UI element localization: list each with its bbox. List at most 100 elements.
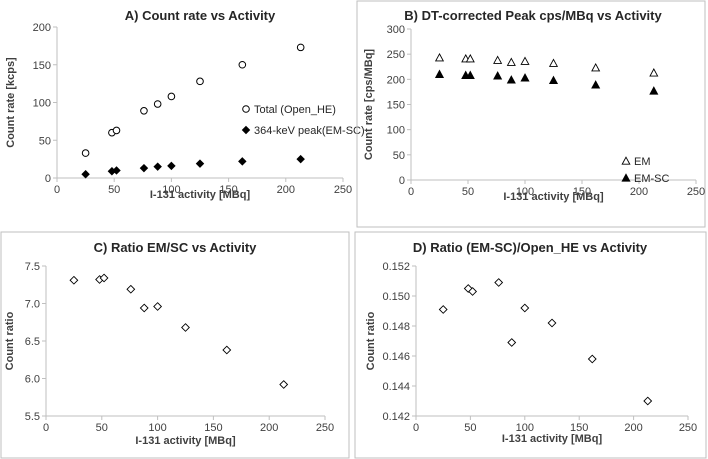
panel-c-series-0-point-8 — [279, 380, 289, 389]
panel-c-frame — [0, 231, 350, 459]
panel-d-y-tick-label-1: 0.144 — [382, 381, 410, 393]
panel-a-series-1-point-8 — [296, 154, 305, 164]
panel-d-series-0-point-8 — [643, 396, 653, 406]
panel-a-series-0-point-7 — [238, 60, 247, 69]
panel-b-series-0-point-2 — [465, 53, 475, 63]
panel-b-legend: EM EM-SC — [621, 156, 670, 185]
panel-c-y-tick-label-3: 7.0 — [25, 299, 40, 311]
panel-d-series-0-point-7-shape — [587, 354, 597, 364]
panel-c-y-tick-label-0: 5.5 — [25, 411, 40, 423]
panel-a-series-0-point-6-shape — [196, 77, 204, 86]
panel-b-y-tick-label-5: 250 — [387, 49, 405, 61]
panel-a: 0 50 100 150 200 250 0 50 100 150 200 A) Count rate… — [5, 8, 365, 201]
panel-c-y-tick-label-2: 6.5 — [25, 336, 40, 348]
panel-a-series-0-point-2-shape — [112, 126, 121, 135]
panel-b-y-tick-label-0: 0 — [399, 175, 405, 187]
panel-c-x-tick-label-0: 0 — [43, 422, 49, 434]
panel-b-title: B) DT-corrected Peak cps/MBq vs Activity — [404, 8, 662, 23]
panel-b-series-1-point-6-shape — [548, 75, 559, 85]
panel-a-x-tick-label-1: 50 — [108, 184, 120, 196]
panel-d-y-tick-label-4: 0.150 — [382, 291, 410, 303]
panel-b-series-1-point-6 — [548, 75, 559, 85]
panel-a-series-1-point-5-shape — [167, 161, 176, 171]
panel-a-series-0-point-4 — [153, 100, 162, 108]
panel-b-series-0-point-8 — [649, 68, 659, 77]
panel-c-series-0-point-4-shape — [139, 303, 149, 313]
panel-a-series-1-point-4-shape — [153, 162, 162, 171]
panel-d-x-tick-label-0: 0 — [413, 422, 419, 434]
panel-d-series-0-point-4 — [507, 338, 517, 347]
panel-d-series-0-point-3-shape — [494, 278, 504, 287]
panel-a-legend-label-1: 364-keV peak(EM-SC) — [254, 125, 365, 137]
panel-b-y-tick-label-1: 50 — [393, 150, 405, 162]
panel-b-legend-marker-1-shape — [621, 173, 631, 182]
panel-d-series-0-point-4-shape — [507, 338, 517, 347]
panel-d-series-0-point-8-shape — [643, 396, 653, 406]
panel-b-series-1-point-8 — [649, 86, 659, 95]
panel-b-legend-label-0: EM — [634, 156, 651, 168]
panel-a-series-1-point-8-shape — [296, 154, 305, 164]
panel-a-series-1-point-4 — [153, 162, 162, 171]
panel-b-series-1-point-0 — [434, 69, 445, 78]
panel-d-x-tick-label-5: 250 — [679, 422, 697, 434]
panel-c-series-0-point-0 — [69, 275, 79, 285]
panel-b-legend-label-1: EM-SC — [634, 173, 670, 185]
panel-d-series-0-point-6-shape — [547, 318, 557, 328]
panel-b-series-1-point-5-shape — [520, 73, 530, 82]
panel-c-series-0-point-6 — [181, 323, 190, 332]
panel-b-series-0 — [434, 52, 659, 77]
panel-c-x-tick-label-4: 200 — [260, 422, 278, 434]
panel-a-series-1-point-2-shape — [112, 166, 121, 175]
panel-d-x-tick-label-2: 100 — [516, 422, 534, 434]
panel-a-y-tick-label-1: 50 — [39, 135, 51, 147]
panel-a-legend: Total (Open_HE) 364-keV peak(EM-SC) — [241, 104, 365, 137]
panel-a-title: A) Count rate vs Activity — [125, 8, 276, 23]
panel-d-x-axis-label: I-131 activity [MBq] — [502, 433, 603, 445]
panel-b-series-1-point-7 — [591, 80, 601, 89]
panel-b-series-1-point-0-shape — [434, 69, 445, 78]
panel-c-series-0-point-6-shape — [181, 323, 190, 332]
panel-c-series-0-point-4 — [139, 303, 149, 313]
panel-a-x-tick-label-5: 250 — [334, 184, 352, 196]
panel-c-y-axis-label: Count ratio — [4, 311, 16, 370]
panel-a-legend-marker-1-shape — [241, 125, 251, 135]
panel-a-series-1-point-6 — [195, 159, 205, 168]
panel-b-series-1-point-5 — [520, 73, 530, 82]
panel-d-frame — [354, 231, 707, 459]
panel-a-x-tick-label-2: 100 — [162, 184, 180, 196]
panel-c-series-0-point-2 — [99, 273, 109, 283]
panel-b-x-tick-label-1: 50 — [462, 186, 474, 198]
panel-a-series-0-point-3 — [140, 107, 148, 115]
panel-b-series-0-point-6-shape — [548, 58, 559, 67]
panel-b-series-0-point-0-shape — [434, 52, 445, 62]
panel-b-legend-marker-0 — [621, 156, 631, 165]
panel-c-series-0-point-5 — [153, 302, 163, 311]
panel-a-x-tick-label-3: 150 — [219, 184, 237, 196]
panel-a-y-tick-label-0: 0 — [45, 173, 51, 185]
panel-c-y-tick-label-1: 6.0 — [25, 374, 40, 386]
panel-c-series-0-point-7-shape — [222, 345, 232, 355]
panel-d-x-tick-label-4: 200 — [624, 422, 642, 434]
panel-d-y-tick-label-3: 0.148 — [382, 321, 410, 333]
panel-a-series-0-point-8-shape — [296, 43, 305, 52]
panel-b-series-0-point-0 — [434, 52, 445, 62]
panel-c-x-tick-label-1: 50 — [96, 422, 108, 434]
panel-b-x-tick-label-4: 200 — [630, 186, 648, 198]
panel-c-series-0-point-2-shape — [99, 273, 109, 283]
panel-a-series-1-point-6-shape — [195, 159, 205, 168]
panel-c-series-0-point-0-shape — [69, 275, 79, 285]
panel-a-series-0-point-5 — [167, 92, 176, 101]
panel-d-series-0-point-2-shape — [468, 287, 478, 296]
panel-c-series-0-point-8-shape — [279, 380, 289, 389]
panel-d-series-0 — [438, 278, 653, 406]
panel-d: 0 50 100 150 200 250 0.142 0.144 0.146 0.148 0.150… — [354, 231, 707, 459]
panel-a-series-0-point-2 — [112, 126, 121, 135]
panel-a-series-0-point-6 — [196, 77, 204, 86]
panel-a-series-1-point-3 — [139, 163, 149, 173]
panel-d-y-axis-label: Count ratio — [365, 311, 377, 370]
panel-b-series-0-point-5-shape — [520, 56, 530, 65]
panel-d-series-0-point-5-shape — [520, 303, 530, 313]
panel-b-series-1-point-2-shape — [465, 70, 475, 79]
panel-c-x-tick-label-3: 150 — [204, 422, 222, 434]
